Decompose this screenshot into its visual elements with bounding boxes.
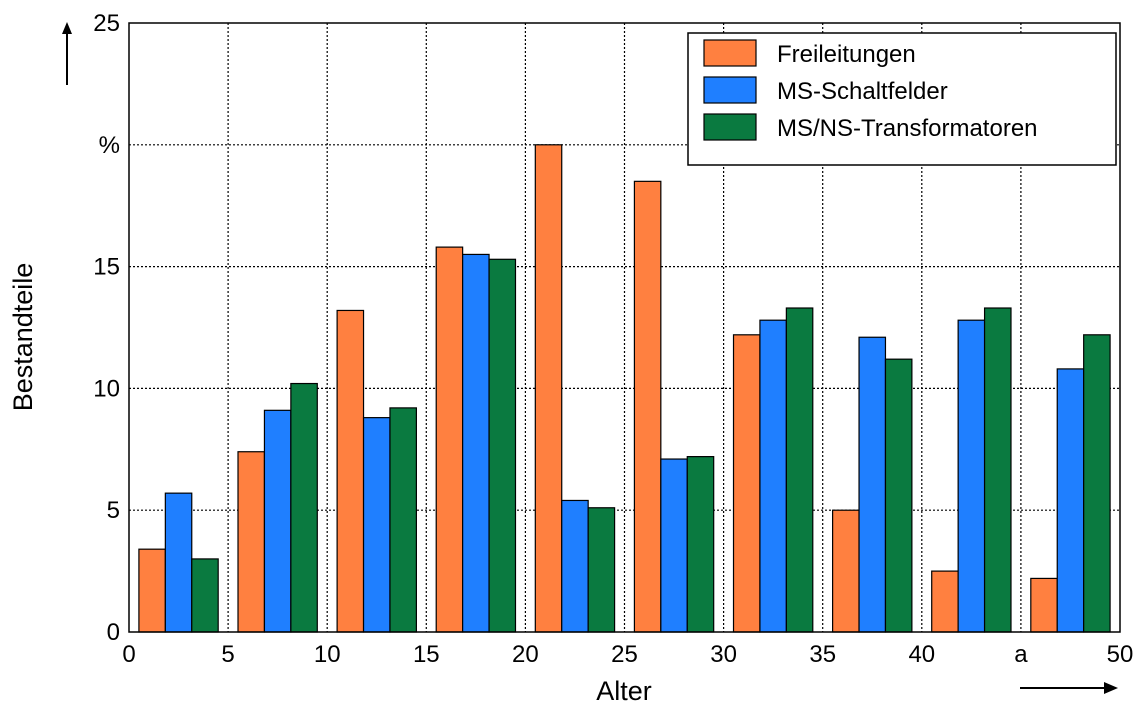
x-tick-label: 10 [314,641,341,668]
bar [957,319,986,633]
bar [931,570,959,633]
x-tick-label: 30 [710,641,737,668]
x-tick-label: 0 [122,641,135,668]
y-tick-label: 0 [107,619,120,646]
bar [263,409,292,633]
bar [534,144,563,633]
bar [389,407,417,633]
bar [462,253,490,633]
bar [884,358,913,633]
y-tick-label: 25 [93,10,120,37]
tick-labels: 0 5 10 15 20 25 30 35 40 a 50 0 5 10 15% 25 [93,10,1133,668]
x-tick-label: 25 [611,641,638,668]
x-tick-label: 40 [908,641,935,668]
bar [191,558,219,633]
bar [660,458,688,633]
y-axis-title: Bestandteile [8,263,38,412]
bar [587,507,616,633]
bar [983,307,1012,633]
bars [138,144,1111,633]
x-tick-label: 20 [512,641,539,668]
legend-label: MS/NS-Transformatoren [777,115,1038,142]
bar [785,307,814,633]
x-tick-label: 15 [413,641,440,668]
legend: Freileitungen MS-Schaltfelder MS/NS-Transf… [687,32,1117,166]
x-tick-label: 50 [1107,641,1134,668]
bar [633,180,662,633]
bar [336,309,365,633]
bar [290,382,318,633]
legend-swatch [703,39,757,67]
x-tick-label: 5 [221,641,234,668]
x-axis-title: Alter [596,676,652,706]
plot-frame [128,22,1121,633]
bar [686,456,715,633]
bar [362,417,391,633]
legend-label: Freileitungen [777,41,916,68]
y-tick-label: % [99,132,120,159]
x-tick-label: a [1014,641,1028,668]
legend-label: MS-Schaltfelder [777,78,948,105]
x-tick-label: 35 [809,641,836,668]
x-axis-arrow [1020,682,1118,694]
bar [1030,577,1058,633]
y-tick-label: 15 [93,254,120,281]
legend-box [687,32,1117,166]
bar [138,548,166,633]
bar [237,451,266,633]
y-axis-arrow [62,22,72,85]
legend-swatch [703,76,757,104]
bar [732,334,761,633]
bar [1083,334,1111,633]
y-tick-label: 10 [93,375,120,402]
bar [1056,368,1085,633]
bar [561,499,589,633]
bar [435,246,464,633]
bar [832,509,860,633]
bar [858,336,887,633]
bar [759,319,787,633]
y-tick-label: 5 [107,497,120,524]
legend-swatch [703,113,757,141]
bar [488,258,517,633]
bar [164,492,193,633]
